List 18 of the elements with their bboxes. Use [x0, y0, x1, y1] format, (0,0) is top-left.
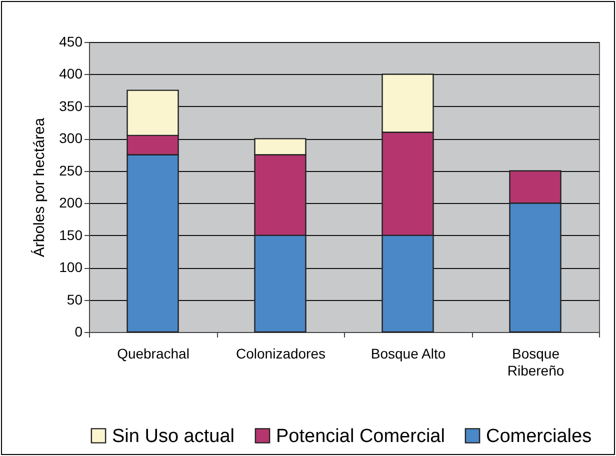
x-tick-label: Bosque Ribereño: [507, 346, 564, 378]
x-tick-label: Colonizadores: [236, 346, 326, 362]
y-axis-title: Árboles por hectárea: [30, 117, 48, 258]
y-tick-label: 0: [74, 324, 83, 340]
y-tick-label: 300: [59, 130, 83, 146]
y-tick-label: 350: [59, 98, 83, 114]
legend-label: Comerciales: [486, 426, 592, 447]
y-tick-label: 450: [59, 34, 83, 50]
y-tick-label: 250: [59, 162, 83, 178]
y-tick-label: 50: [66, 291, 83, 308]
y-tick-label: 150: [59, 226, 83, 243]
y-tick-label: 400: [59, 66, 83, 82]
x-tick-label: Bosque Alto: [370, 346, 446, 362]
legend-label: Sin Uso actual: [112, 426, 235, 447]
x-tick-label: Quebrachal: [117, 346, 190, 362]
y-tick-label: 100: [59, 259, 83, 276]
legend-label: Potencial Comercial: [276, 426, 445, 447]
y-tick-label: 200: [59, 194, 83, 211]
